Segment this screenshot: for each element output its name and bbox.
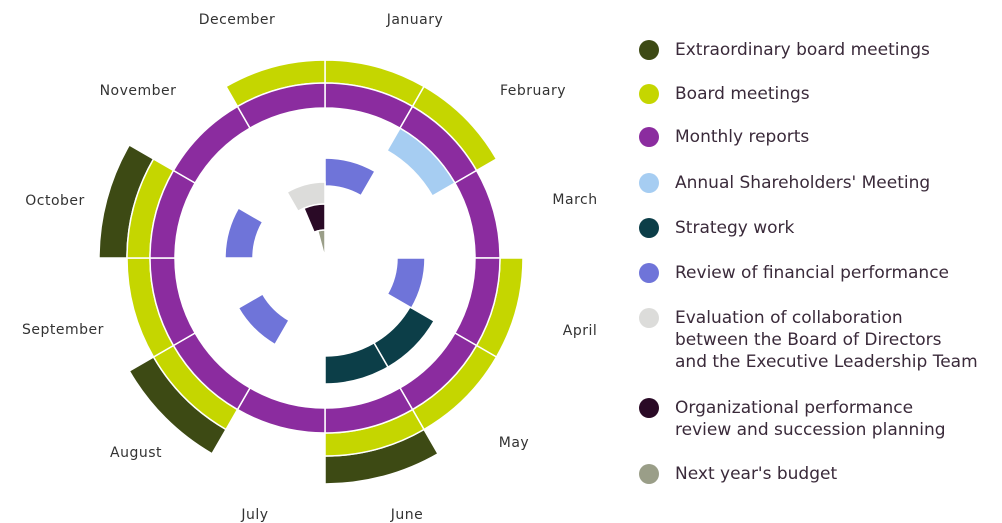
month-label: December <box>199 12 276 28</box>
ring-segment <box>302 203 326 234</box>
legend-label: Extraordinary board meetings <box>675 40 930 60</box>
legend-label: Monthly reports <box>675 127 809 147</box>
month-label: September <box>22 322 104 338</box>
ring-segment <box>236 82 326 130</box>
legend-label: between the Board of Directors <box>675 330 942 350</box>
month-label: October <box>25 193 85 209</box>
legend-label: Evaluation of collaboration <box>675 308 903 328</box>
ring-segment <box>285 181 326 213</box>
legend-dot <box>639 464 659 484</box>
legend-label: Organizational performance <box>675 398 913 418</box>
ring-segment <box>316 229 326 259</box>
month-label: February <box>500 83 566 99</box>
ring-segment <box>224 206 264 259</box>
legend-label: and the Executive Leadership Team <box>675 352 978 372</box>
legend-label: Annual Shareholders' Meeting <box>675 173 930 193</box>
legend-label: Board meetings <box>675 84 810 104</box>
legend-dot <box>639 218 659 238</box>
legend-dot <box>639 173 659 193</box>
ring-segment <box>172 105 252 185</box>
ring-segment <box>324 341 390 385</box>
month-label: August <box>110 445 162 461</box>
legend-label: Next year's budget <box>675 464 837 484</box>
legend-label: review and succession planning <box>675 420 946 440</box>
legend-label: Strategy work <box>675 218 795 238</box>
month-label: January <box>386 12 444 28</box>
legend-dot <box>639 40 659 60</box>
legend-dot <box>639 398 659 418</box>
ring-segment <box>385 127 456 198</box>
month-label: July <box>240 507 268 523</box>
ring-segment <box>386 257 426 310</box>
legend-label: Review of financial performance <box>675 263 949 283</box>
ring-segment <box>453 169 501 259</box>
month-label: May <box>499 435 529 451</box>
month-label: March <box>552 192 597 208</box>
month-label: April <box>563 323 598 339</box>
legend-dot <box>639 127 659 147</box>
legend-dot <box>639 263 659 283</box>
ring-segment <box>237 292 291 346</box>
month-label: June <box>390 507 424 523</box>
legend-dot <box>639 308 659 328</box>
ring-segment <box>236 386 326 434</box>
legend-dot <box>639 84 659 104</box>
month-label: November <box>100 83 177 99</box>
ring-segment <box>324 157 377 197</box>
